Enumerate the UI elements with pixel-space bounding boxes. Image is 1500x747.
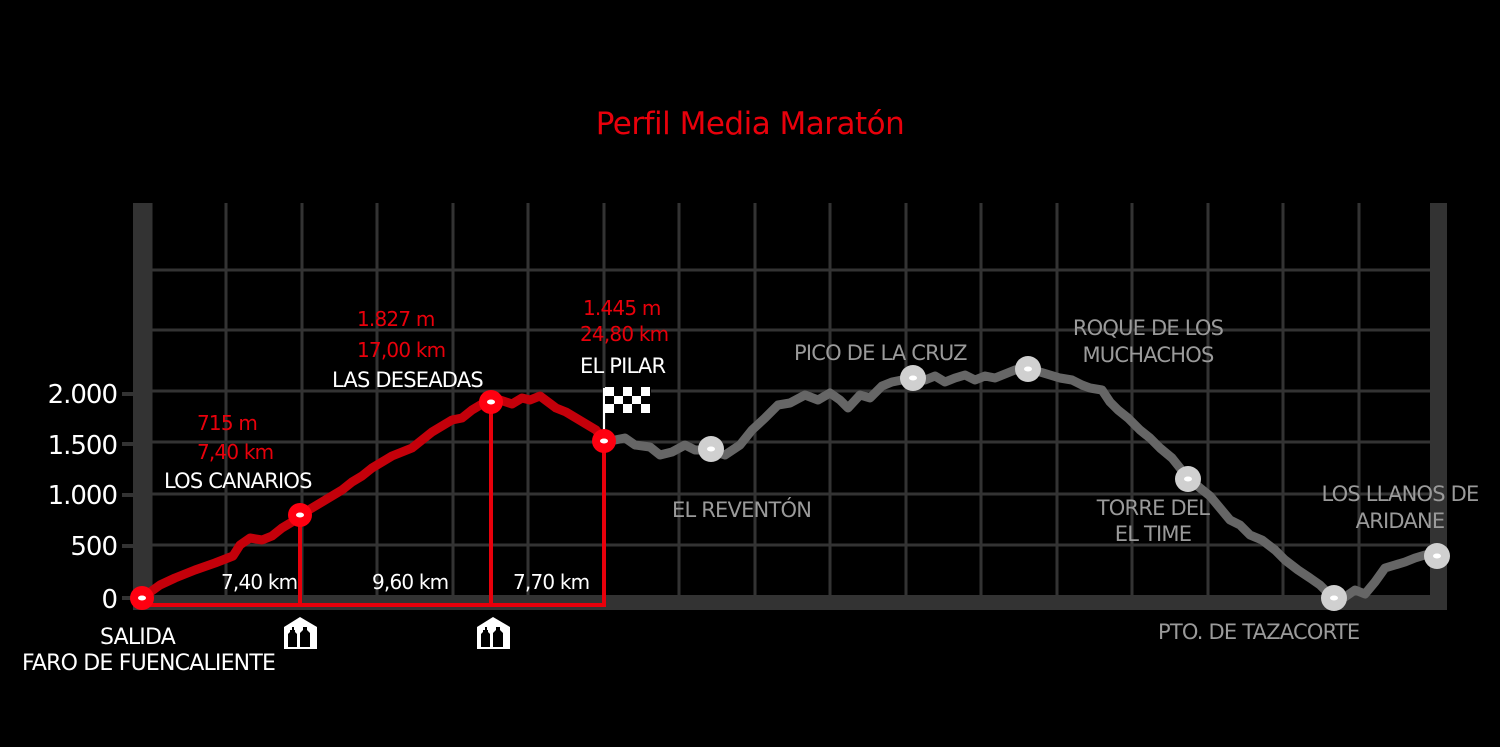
aid-station-icon [284, 617, 317, 649]
label-roque-line2: MUCHACHOS [1082, 343, 1214, 367]
marker-pico-de-la-cruz [900, 365, 926, 391]
label-el-pilar: EL PILAR [580, 354, 666, 378]
frame-bottom [133, 595, 1447, 610]
segment-brackets [142, 402, 606, 607]
marker-pto-tazacorte [1321, 585, 1347, 611]
label-llanos-line1: LOS LLANOS DE [1321, 482, 1479, 506]
frame-right [1430, 203, 1447, 610]
label-pto-de-tazacorte: PTO. DE TAZACORTE [1158, 620, 1360, 644]
aid-station-icon [477, 617, 510, 649]
y-tick-1500: 1.500 [47, 431, 118, 461]
label-salida: SALIDA [100, 625, 176, 650]
label-canarios-distance: 7,40 km [197, 440, 274, 464]
y-tick-1000: 1.000 [47, 481, 118, 511]
marker-los-canarios [288, 503, 312, 527]
label-pilar-altitude: 1.445 m [583, 296, 661, 320]
segment-distance-1: 7,40 km [221, 570, 298, 594]
marker-torre-del-el-time [1175, 466, 1201, 492]
label-deseadas-altitude: 1.827 m [357, 307, 435, 331]
y-tick-0: 0 [101, 585, 118, 615]
checkered-flag-icon [603, 387, 651, 438]
label-pilar-distance: 24,80 km [580, 322, 669, 346]
label-llanos-line2: ARIDANE [1355, 509, 1446, 533]
label-deseadas-distance: 17,00 km [357, 338, 446, 362]
marker-salida [130, 586, 154, 610]
label-torre-line1: TORRE DEL [1096, 496, 1210, 520]
marker-el-reventon [698, 436, 724, 462]
label-los-canarios: LOS CANARIOS [164, 469, 312, 493]
label-pico-de-la-cruz: PICO DE LA CRUZ [794, 341, 968, 365]
marker-los-llanos [1424, 543, 1450, 569]
segment-distance-2: 9,60 km [372, 570, 449, 594]
y-tick-2000: 2.000 [47, 380, 118, 410]
chart-title: Perfil Media Maratón [595, 106, 905, 142]
y-tick-marks [122, 392, 134, 600]
label-las-deseadas: LAS DESEADAS [332, 368, 484, 392]
label-canarios-altitude: 715 m [197, 411, 258, 435]
label-torre-line2: EL TIME [1114, 522, 1192, 546]
marker-el-pilar [592, 429, 616, 453]
frame-left [133, 203, 151, 610]
grid-horizontal [150, 268, 1432, 547]
label-roque-line1: ROQUE DE LOS [1072, 316, 1224, 340]
marker-las-deseadas [479, 390, 503, 414]
route-red-line [139, 391, 608, 602]
label-faro-de-fuencaliente: FARO DE FUENCALIENTE [22, 651, 276, 676]
route-grey-line [603, 363, 1436, 603]
segment-distance-3: 7,70 km [513, 570, 590, 594]
y-tick-500: 500 [70, 532, 118, 562]
marker-roque-de-los-muchachos [1015, 356, 1041, 382]
label-el-reventon: EL REVENTÓN [672, 498, 812, 522]
